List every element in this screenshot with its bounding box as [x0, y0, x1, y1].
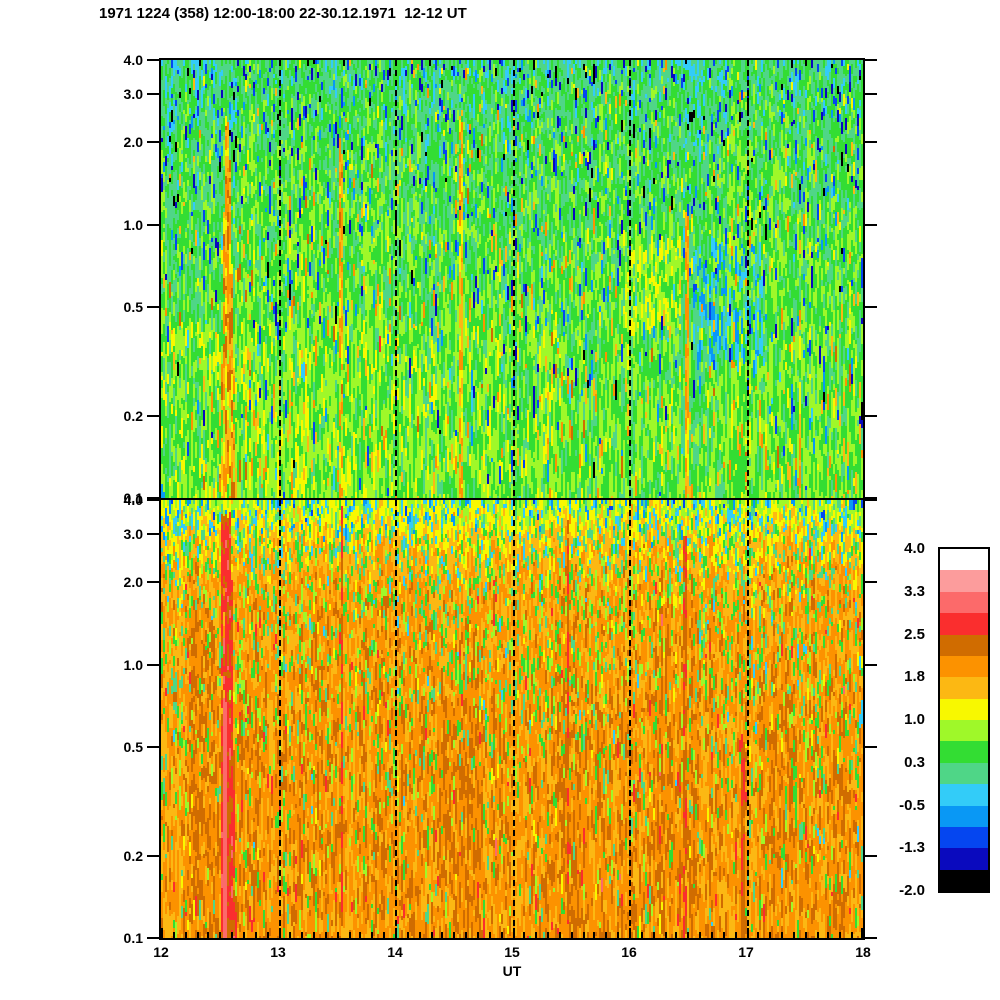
- y-axis-tick-right: [865, 533, 877, 535]
- y-axis-tick-right: [865, 415, 877, 417]
- colorbar-segment: [940, 698, 988, 720]
- y-tick-label: 0.2: [123, 848, 143, 864]
- colorbar-segment: [940, 741, 988, 763]
- y-tick-label: 4.0: [123, 492, 143, 508]
- y-tick-label: 0.1: [123, 490, 143, 506]
- x-axis-title: UT: [502, 963, 522, 979]
- x-tick-label: 14: [387, 944, 403, 960]
- colorbar-segment: [940, 784, 988, 806]
- y-axis-tick: [147, 664, 159, 666]
- x-tick-label: 12: [153, 944, 169, 960]
- y-tick-label: 0.2: [123, 408, 143, 424]
- y-axis-tick: [147, 306, 159, 308]
- y-axis-tick: [147, 855, 159, 857]
- y-tick-label: 1.0: [123, 217, 143, 233]
- y-axis-tick: [147, 59, 159, 61]
- colorbar-label: 3.3: [904, 582, 925, 600]
- colorbar-segment: [940, 869, 988, 891]
- y-axis-tick-right: [865, 93, 877, 95]
- y-tick-label: 1.0: [123, 657, 143, 673]
- y-tick-label: 0.5: [123, 299, 143, 315]
- y-axis-tick: [147, 141, 159, 143]
- y-axis-tick: [147, 581, 159, 583]
- y-axis-tick-right: [865, 581, 877, 583]
- colorbar-label: -1.3: [899, 839, 925, 857]
- x-tick-label: 15: [504, 944, 520, 960]
- y-axis-tick-right: [865, 497, 877, 499]
- y-axis-tick: [147, 746, 159, 748]
- y-axis-tick-right: [865, 937, 877, 939]
- top-spectrogram-panel: [159, 58, 865, 500]
- colorbar-segment: [940, 720, 988, 742]
- colorbar-label: -2.0: [899, 882, 925, 899]
- y-tick-label: 0.5: [123, 739, 143, 755]
- y-tick-label: 2.0: [123, 574, 143, 590]
- y-tick-label: 3.0: [123, 526, 143, 542]
- colorbar-label: 0.3: [904, 753, 925, 771]
- colorbar-segment: [940, 826, 988, 849]
- colorbar-segment: [940, 677, 988, 699]
- y-axis-tick-right: [865, 664, 877, 666]
- y-axis-tick-right: [865, 746, 877, 748]
- colorbar-segment: [940, 762, 988, 785]
- y-axis-tick: [147, 533, 159, 535]
- bottom-spectrogram-canvas: [161, 500, 863, 938]
- y-axis-tick: [147, 497, 159, 499]
- y-axis-tick-right: [865, 224, 877, 226]
- colorbar-label: 1.8: [904, 668, 925, 686]
- colorbar-label: 4.0: [904, 540, 925, 557]
- page-title: 1971 1224 (358) 12:00-18:00 22-30.12.197…: [99, 5, 467, 22]
- colorbar: [938, 547, 990, 893]
- y-axis-tick: [147, 224, 159, 226]
- x-tick-label: 13: [270, 944, 286, 960]
- x-tick-label: 16: [621, 944, 637, 960]
- y-axis-tick: [147, 415, 159, 417]
- y-tick-label: 0.1: [123, 930, 143, 946]
- colorbar-label: 1.0: [904, 711, 925, 728]
- colorbar-segment: [940, 848, 988, 870]
- colorbar-label: 2.5: [904, 625, 925, 643]
- colorbar-segment: [940, 591, 988, 614]
- top-spectrogram-canvas: [161, 60, 863, 498]
- colorbar-segment: [940, 570, 988, 592]
- bottom-spectrogram-panel: [159, 498, 865, 940]
- y-axis-tick: [147, 937, 159, 939]
- y-axis-tick: [147, 93, 159, 95]
- y-axis-tick-right: [865, 141, 877, 143]
- y-axis-tick-right: [865, 59, 877, 61]
- y-axis-tick: [147, 499, 159, 501]
- y-axis-tick-right: [865, 499, 877, 501]
- colorbar-segment: [940, 655, 988, 678]
- y-tick-label: 4.0: [123, 52, 143, 68]
- colorbar-segment: [940, 805, 988, 827]
- colorbar-segment: [940, 549, 988, 571]
- y-tick-label: 3.0: [123, 86, 143, 102]
- x-tick-label: 17: [738, 944, 754, 960]
- colorbar-segment: [940, 634, 988, 656]
- y-tick-label: 2.0: [123, 134, 143, 150]
- y-axis-tick-right: [865, 306, 877, 308]
- x-tick-label: 18: [855, 944, 871, 960]
- colorbar-label: -0.5: [899, 796, 925, 814]
- y-axis-tick-right: [865, 855, 877, 857]
- colorbar-segment: [940, 613, 988, 635]
